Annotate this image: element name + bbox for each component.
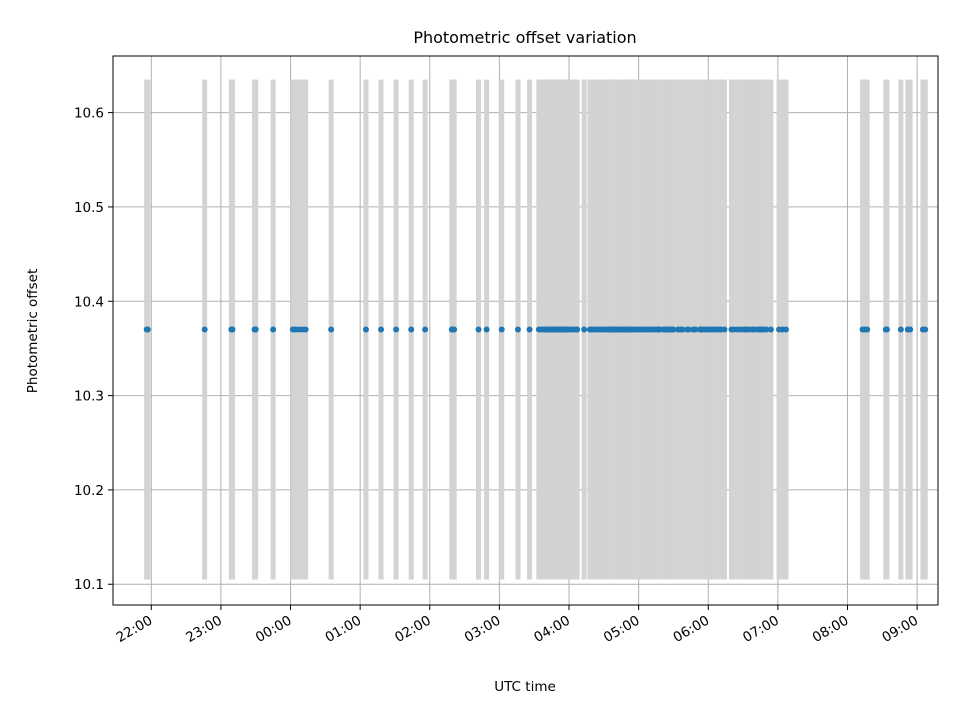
y-tick-label: 10.3 <box>74 389 104 405</box>
data-point <box>144 326 151 333</box>
data-point <box>514 326 521 333</box>
data-point <box>581 326 588 333</box>
data-point <box>883 326 890 333</box>
data-point <box>229 326 236 333</box>
data-point <box>451 326 458 333</box>
data-point <box>679 326 686 333</box>
data-point <box>475 326 482 333</box>
y-tick-label: 10.2 <box>74 483 104 499</box>
y-tick-label: 10.1 <box>74 577 104 593</box>
data-point <box>763 326 770 333</box>
data-point <box>498 326 505 333</box>
data-point <box>721 326 728 333</box>
data-point <box>201 326 208 333</box>
data-point <box>864 326 871 333</box>
data-point <box>670 326 677 333</box>
data-point <box>422 326 429 333</box>
y-tick-label: 10.6 <box>74 106 104 122</box>
data-point <box>767 326 774 333</box>
data-point <box>328 326 335 333</box>
data-point <box>302 326 309 333</box>
data-point <box>483 326 490 333</box>
data-point <box>574 326 581 333</box>
data-point <box>685 326 692 333</box>
data-point <box>408 326 415 333</box>
chart-title: Photometric offset variation <box>413 28 636 47</box>
data-point <box>378 326 385 333</box>
data-point <box>907 326 914 333</box>
y-axis-label: Photometric offset <box>25 269 41 393</box>
data-point <box>782 326 789 333</box>
data-point <box>270 326 277 333</box>
data-point <box>922 326 929 333</box>
y-tick-label: 10.4 <box>74 294 104 310</box>
data-points <box>143 326 929 333</box>
plot-frame <box>112 55 939 606</box>
y-tick-label: 10.5 <box>74 200 104 216</box>
data-point <box>393 326 400 333</box>
data-point <box>692 326 699 333</box>
data-point <box>252 326 259 333</box>
data-point <box>897 326 904 333</box>
data-point <box>526 326 533 333</box>
data-point <box>362 326 369 333</box>
x-axis-label: UTC time <box>494 679 556 695</box>
